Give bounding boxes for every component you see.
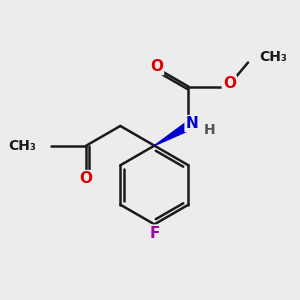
Polygon shape [154, 122, 191, 146]
Text: O: O [80, 171, 93, 186]
Text: CH₃: CH₃ [259, 50, 287, 64]
Text: H: H [204, 123, 215, 137]
Text: O: O [150, 59, 163, 74]
Text: N: N [186, 116, 198, 131]
Text: O: O [223, 76, 236, 91]
Text: F: F [149, 226, 160, 241]
Text: CH₃: CH₃ [8, 139, 36, 153]
